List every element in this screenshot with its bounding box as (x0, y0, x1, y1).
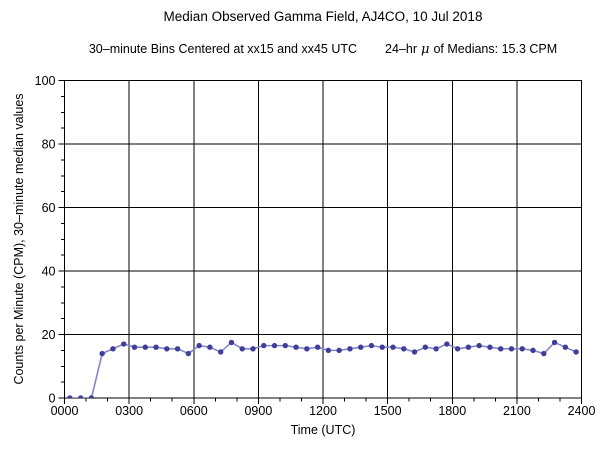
svg-text:0000: 0000 (51, 404, 79, 418)
data-point (465, 344, 472, 350)
data-point (541, 350, 547, 357)
data-point (336, 347, 342, 354)
svg-text:2400: 2400 (568, 404, 596, 418)
subtitle-mean-text: 24–hr μ of Medians: 15.3 CPM (385, 42, 558, 57)
svg-text:0600: 0600 (180, 404, 208, 418)
data-point (121, 341, 127, 347)
svg-text:1200: 1200 (309, 404, 337, 418)
data-point (271, 342, 278, 349)
svg-text:2100: 2100 (503, 404, 531, 418)
data-point (77, 395, 84, 398)
data-series (67, 339, 579, 398)
svg-text:1500: 1500 (374, 404, 402, 418)
data-point (217, 349, 224, 355)
data-point (573, 349, 579, 355)
data-point (99, 350, 105, 357)
chart-title: Median Observed Gamma Field, AJ4CO, 10 J… (163, 9, 483, 24)
data-point (368, 342, 375, 349)
data-point (164, 346, 170, 352)
data-point (347, 346, 353, 352)
gridlines (64, 80, 582, 398)
data-point (153, 344, 159, 350)
data-point (293, 344, 299, 350)
data-point (454, 346, 461, 352)
data-point (444, 341, 450, 347)
svg-text:0900: 0900 (244, 404, 272, 418)
svg-text:0: 0 (49, 392, 56, 406)
data-point (250, 346, 256, 352)
x-tick-labels: 0000 0300 0600 0900 1200 1500 1800 2100 2400 (51, 404, 596, 418)
data-point (282, 342, 289, 349)
x-axis-label: Time (UTC) (290, 423, 356, 437)
svg-text:20: 20 (42, 328, 56, 342)
y-axis-label: Counts per Minute (CPM), 30–minute media… (12, 93, 26, 385)
svg-text:100: 100 (35, 74, 56, 88)
svg-text:60: 60 (42, 201, 56, 215)
svg-text:80: 80 (42, 138, 56, 152)
y-tick-labels: 0 20 40 60 80 100 (35, 74, 56, 406)
data-point (142, 344, 148, 350)
data-point (551, 339, 558, 346)
svg-text:40: 40 (42, 265, 56, 279)
data-point (508, 346, 515, 352)
data-point (357, 344, 364, 350)
data-point (422, 344, 429, 350)
data-point (433, 346, 439, 352)
data-point (530, 347, 536, 354)
data-point (174, 346, 181, 352)
data-point (314, 344, 321, 350)
data-point (228, 339, 235, 346)
data-point (239, 346, 245, 352)
data-point (476, 342, 482, 349)
data-point (131, 344, 138, 350)
data-point (67, 395, 73, 398)
data-point (325, 347, 332, 354)
svg-text:0300: 0300 (115, 404, 143, 418)
data-point (185, 350, 192, 357)
data-point (304, 346, 310, 352)
svg-text:1800: 1800 (438, 404, 466, 418)
data-point (487, 344, 493, 350)
data-point (390, 344, 396, 350)
data-point (110, 346, 116, 352)
data-point (401, 346, 407, 352)
chart-subtitle: 30–minute Bins Centered at xx15 and xx45… (0, 42, 600, 57)
data-point (379, 344, 385, 350)
data-point (562, 344, 569, 350)
data-point (261, 342, 267, 349)
axis-ticks (58, 80, 582, 404)
data-point (498, 346, 504, 352)
data-point (207, 344, 213, 350)
mu-symbol: μ (421, 42, 430, 57)
subtitle-bins-text: 30–minute Bins Centered at xx15 and xx45… (88, 42, 358, 56)
data-point (196, 342, 202, 349)
data-point (88, 395, 95, 398)
data-point (519, 346, 525, 352)
data-point (411, 349, 418, 355)
